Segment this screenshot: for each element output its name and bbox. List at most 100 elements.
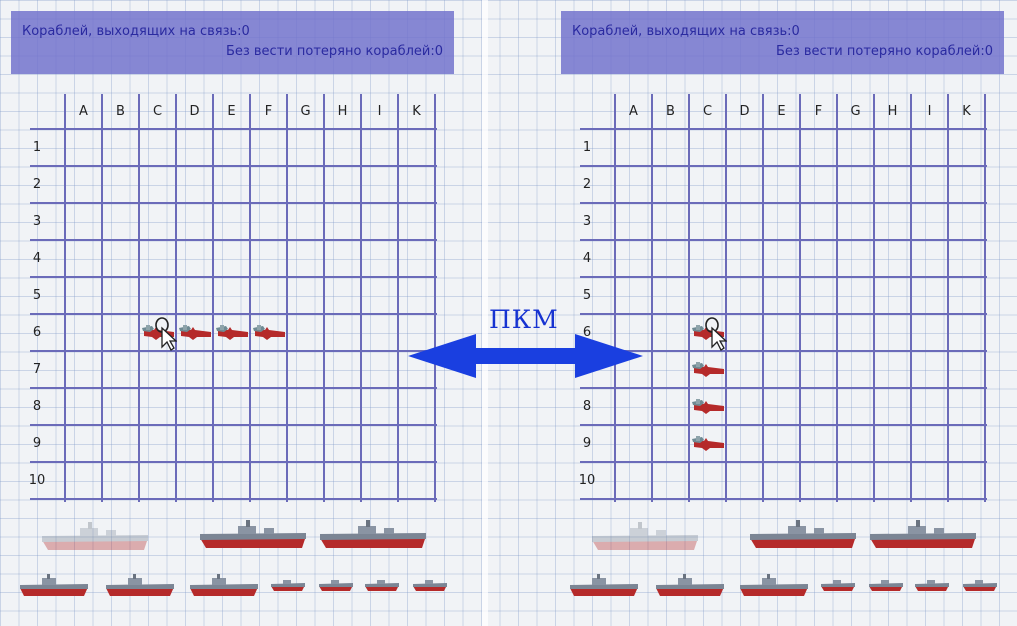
- fleet-ship-icon[interactable]: [590, 520, 700, 556]
- grid-vline: [836, 94, 838, 502]
- fleet-ship-icon[interactable]: [914, 578, 950, 594]
- grid-hline: [580, 239, 987, 241]
- placed-ship-segment: [690, 396, 726, 418]
- grid-hline: [580, 424, 987, 426]
- grid-hline: [30, 498, 437, 500]
- column-label: F: [264, 104, 273, 119]
- grid-vline: [138, 94, 140, 502]
- grid-vline: [360, 94, 362, 502]
- mouse-cursor-icon: [153, 317, 177, 351]
- row-label: 8: [582, 399, 592, 414]
- row-label: 8: [32, 399, 42, 414]
- grid-vline: [64, 94, 66, 502]
- grid-hline: [30, 387, 437, 389]
- fleet-ship-icon[interactable]: [868, 518, 978, 554]
- placed-ship-segment: [177, 322, 213, 344]
- column-label: A: [79, 104, 88, 119]
- column-label: F: [814, 104, 823, 119]
- grid-hline: [30, 165, 437, 167]
- fleet-ship-icon[interactable]: [738, 574, 810, 600]
- fleet-ship-icon[interactable]: [318, 518, 428, 554]
- row-label: 6: [32, 325, 42, 340]
- grid-vline: [688, 94, 690, 502]
- fleet-ship-icon[interactable]: [364, 578, 400, 594]
- column-label: H: [337, 104, 348, 119]
- row-label: 10: [578, 473, 596, 488]
- fleet-ship-icon[interactable]: [568, 574, 640, 600]
- fleet-ship-icon[interactable]: [820, 578, 856, 594]
- placed-ship-segment: [690, 359, 726, 381]
- fleet-ship-icon[interactable]: [18, 574, 90, 600]
- grid-vline: [947, 94, 949, 502]
- fleet-ship-icon[interactable]: [188, 574, 260, 600]
- column-label: D: [189, 104, 200, 119]
- column-label: B: [116, 104, 125, 119]
- fleet-ship-icon[interactable]: [40, 520, 150, 556]
- placement-grid-horizontal[interactable]: A B C D E F G H I K 1 2 3 4 5 6 7 8 9 10: [0, 92, 450, 512]
- row-label: 7: [32, 362, 42, 377]
- row-label: 2: [582, 177, 592, 192]
- ships-lost-counter: Без вести потеряно кораблей:0: [775, 44, 993, 59]
- mouse-cursor-icon: [703, 317, 727, 351]
- grid-vline: [614, 94, 616, 502]
- row-label: 4: [582, 251, 592, 266]
- grid-vline: [286, 94, 288, 502]
- placed-ship-segment: [690, 433, 726, 455]
- grid-hline: [580, 128, 987, 130]
- grid-hline: [580, 350, 987, 352]
- fleet-ship-icon[interactable]: [198, 518, 308, 554]
- ships-online-counter: Кораблей, выходящих на связь:0: [22, 24, 250, 39]
- row-label: 4: [32, 251, 42, 266]
- row-label: 5: [582, 288, 592, 303]
- row-label: 2: [32, 177, 42, 192]
- column-label: D: [739, 104, 750, 119]
- grid-vline: [984, 94, 986, 502]
- placed-ship-segment: [251, 322, 287, 344]
- grid-vline: [873, 94, 875, 502]
- column-label: I: [927, 104, 932, 119]
- grid-hline: [580, 313, 987, 315]
- ships-online-counter: Кораблей, выходящих на связь:0: [572, 24, 800, 39]
- fleet-ship-icon[interactable]: [412, 578, 448, 594]
- fleet-ship-icon[interactable]: [270, 578, 306, 594]
- row-label: 3: [582, 214, 592, 229]
- grid-hline: [30, 424, 437, 426]
- row-label: 9: [32, 436, 42, 451]
- row-label: 3: [32, 214, 42, 229]
- grid-hline: [30, 461, 437, 463]
- fleet-ship-icon[interactable]: [104, 574, 176, 600]
- column-label: C: [702, 104, 713, 119]
- grid-hline: [30, 276, 437, 278]
- fleet-ship-icon[interactable]: [654, 574, 726, 600]
- status-box: Кораблей, выходящих на связь:0 Без вести…: [561, 11, 1004, 74]
- rotate-double-arrow-icon: [408, 334, 643, 378]
- column-label: K: [412, 104, 421, 119]
- grid-hline: [580, 276, 987, 278]
- grid-hline: [30, 239, 437, 241]
- status-box: Кораблей, выходящих на связь:0 Без вести…: [11, 11, 454, 74]
- grid-vline: [651, 94, 653, 502]
- fleet-ship-icon[interactable]: [868, 578, 904, 594]
- column-label: G: [850, 104, 861, 119]
- grid-hline: [30, 313, 437, 315]
- row-label: 6: [582, 325, 592, 340]
- column-label: H: [887, 104, 898, 119]
- grid-vline: [323, 94, 325, 502]
- right-click-label: ПКМ: [489, 305, 559, 334]
- grid-hline: [580, 387, 987, 389]
- fleet-ship-icon[interactable]: [748, 518, 858, 554]
- fleet-ship-icon[interactable]: [318, 578, 354, 594]
- grid-vline: [910, 94, 912, 502]
- grid-hline: [30, 128, 437, 130]
- column-label: E: [227, 104, 236, 119]
- grid-hline: [30, 350, 437, 352]
- grid-vline: [762, 94, 764, 502]
- column-label: G: [300, 104, 311, 119]
- column-label: A: [629, 104, 638, 119]
- grid-vline: [212, 94, 214, 502]
- right-panel: Кораблей, выходящих на связь:0 Без вести…: [550, 0, 1017, 626]
- board-divider: [482, 0, 488, 626]
- fleet-ship-icon[interactable]: [962, 578, 998, 594]
